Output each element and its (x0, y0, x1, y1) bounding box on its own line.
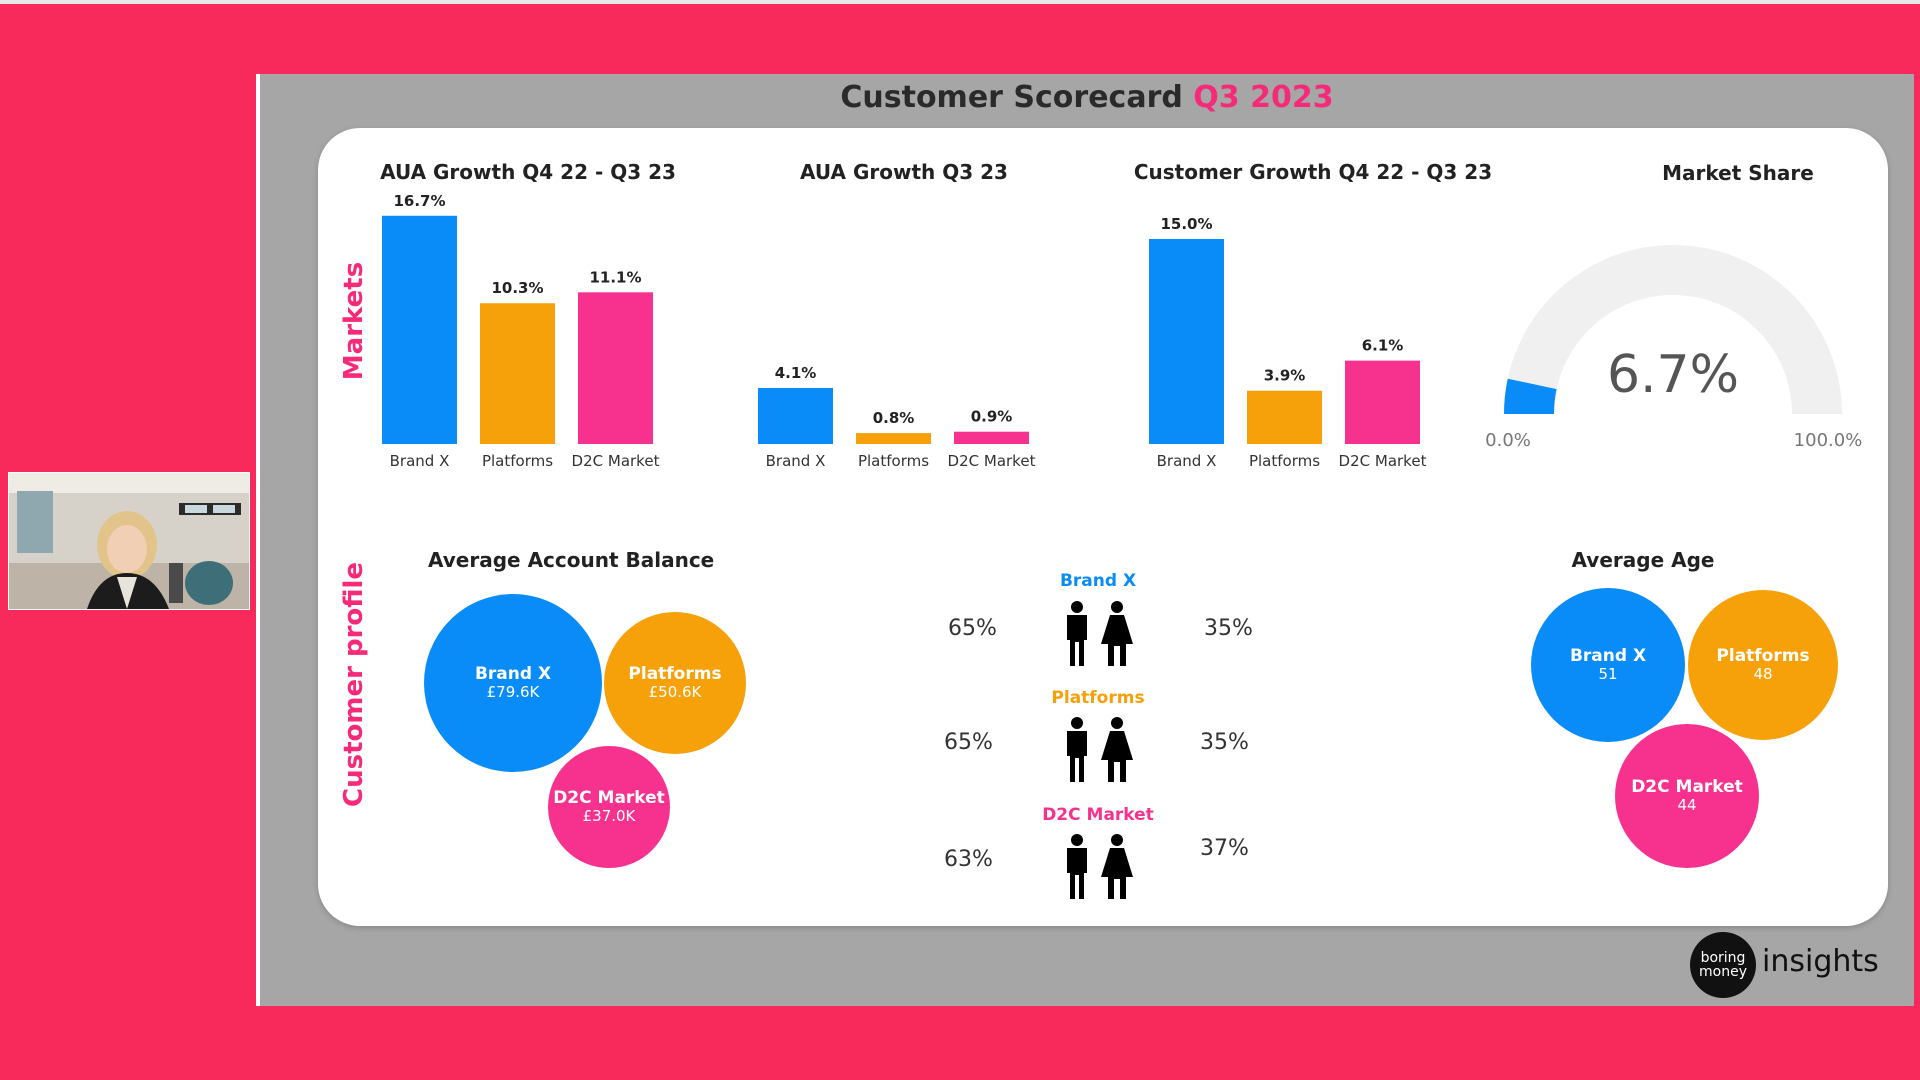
aua-growth-quarter-chart: 4.1% Brand X 0.8% Platforms 0.9% D2C Market (758, 364, 1036, 470)
aua-growth-quarter-title: AUA Growth Q3 23 (800, 160, 1008, 184)
aua-growth-annual-title: AUA Growth Q4 22 - Q3 23 (380, 160, 676, 184)
bar-brand-x (382, 215, 457, 444)
bubble-name: Brand X (1569, 646, 1647, 667)
bar-brand-x (1149, 239, 1224, 444)
account-balance-bubble-platforms: Platforms £50.6K (604, 612, 746, 754)
bubble-value: 51 (1598, 665, 1618, 684)
gender-d2c-male-pct: 63% (944, 847, 993, 872)
bubble-name: D2C Market (553, 788, 665, 809)
aua-growth-annual-chart: 16.7% Brand X 10.3% Platforms 11.1% D2C Marke… (382, 192, 660, 470)
bar-value-label: 10.3% (491, 279, 543, 297)
account-balance-bubble-d2c: D2C Market £37.0K (548, 746, 670, 868)
bubble-name: D2C Market (1631, 777, 1743, 798)
bar-d2c-market (1345, 360, 1420, 444)
average-age-bubble-d2c: D2C Market 44 (1615, 724, 1759, 868)
bar-platforms (480, 303, 555, 444)
presenter-video-thumbnail[interactable] (8, 472, 250, 610)
bar-value-label: 16.7% (393, 192, 445, 210)
customer-growth-chart: 15.0% Brand X 3.9% Platforms 6.1% D2C Market (1149, 215, 1427, 470)
category-label: D2C Market (1339, 452, 1427, 470)
gender-brand-x-male-pct: 65% (948, 616, 997, 641)
bar-d2c-market (954, 431, 1029, 444)
gauge-track (1504, 245, 1842, 414)
bar-value-label: 11.1% (589, 268, 641, 286)
gauge-min-label: 0.0% (1485, 430, 1531, 451)
bar-value-label: 0.9% (971, 408, 1013, 426)
gender-platforms-title: Platforms (1051, 688, 1145, 708)
slide-title-main: Customer Scorecard (840, 80, 1183, 115)
category-label: Platforms (482, 452, 553, 470)
window-top-bar (0, 0, 1920, 4)
bubble-value: 48 (1753, 665, 1773, 684)
logo-text: insights (1762, 944, 1879, 979)
bar-brand-x (758, 387, 833, 444)
gauge-value-label: 6.7% (1607, 345, 1739, 405)
bar-value-label: 3.9% (1264, 367, 1306, 385)
gauge-fill (1504, 378, 1557, 414)
logo-line-1: boring (1700, 950, 1746, 966)
gender-d2c-female-pct: 37% (1200, 836, 1249, 861)
customer-profile-section-label: Customer profile (339, 561, 369, 807)
bar-d2c-market (578, 292, 653, 444)
market-share-title: Market Share (1662, 161, 1814, 185)
slide-title: Customer Scorecard Q3 2023 (260, 80, 1914, 115)
bar-platforms (1247, 390, 1322, 444)
category-label: Brand X (390, 452, 450, 470)
gender-brand-x-people-icon (1067, 601, 1133, 666)
markets-section-label: Markets (339, 261, 369, 381)
category-label: Brand X (1157, 452, 1217, 470)
gender-brand-x-female-pct: 35% (1204, 616, 1253, 641)
bubble-value: 44 (1677, 796, 1697, 815)
slide-title-accent: Q3 2023 (1193, 80, 1334, 115)
bar-platforms (856, 433, 931, 444)
bubble-name: Platforms (628, 664, 722, 685)
presenter-video-image (9, 473, 249, 609)
gender-d2c-title: D2C Market (1042, 805, 1154, 825)
bubble-value: £37.0K (582, 807, 636, 826)
category-label: Platforms (1249, 452, 1320, 470)
customer-growth-title: Customer Growth Q4 22 - Q3 23 (1133, 160, 1493, 184)
account-balance-title: Average Account Balance (428, 548, 715, 572)
bubble-name: Platforms (1716, 646, 1810, 667)
market-share-gauge: 6.7% 0.0% 100.0% (1485, 245, 1862, 451)
logo-line-2: money (1699, 964, 1747, 980)
category-label: Platforms (858, 452, 929, 470)
average-age-bubble-brand-x: Brand X 51 (1531, 588, 1685, 742)
gender-brand-x-title: Brand X (1059, 571, 1137, 591)
bubble-value: £50.6K (648, 683, 702, 702)
bar-value-label: 6.1% (1362, 337, 1404, 355)
logo-mark: boring money (1690, 932, 1756, 998)
account-balance-bubble-brand-x: Brand X £79.6K (424, 594, 602, 772)
slide: Customer Scorecard Q3 2023 Markets Custo… (256, 74, 1914, 1006)
gender-platforms-female-pct: 35% (1200, 730, 1249, 755)
scorecard-panel: Markets Customer profile AUA Growth Q4 2… (318, 128, 1888, 926)
bar-value-label: 4.1% (775, 364, 817, 382)
boring-money-insights-logo: boring money insights (1690, 932, 1880, 1002)
bubble-value: £79.6K (486, 683, 540, 702)
bar-value-label: 0.8% (873, 409, 915, 427)
gender-platforms-male-pct: 65% (944, 730, 993, 755)
gender-platforms-people-icon (1067, 717, 1133, 782)
gauge-max-label: 100.0% (1794, 430, 1863, 451)
category-label: D2C Market (572, 452, 660, 470)
average-age-bubble-platforms: Platforms 48 (1688, 590, 1838, 740)
bubble-name: Brand X (474, 664, 552, 685)
bar-value-label: 15.0% (1160, 215, 1212, 233)
gender-d2c-people-icon (1067, 834, 1133, 899)
average-age-title: Average Age (1571, 548, 1715, 572)
category-label: Brand X (766, 452, 826, 470)
category-label: D2C Market (948, 452, 1036, 470)
